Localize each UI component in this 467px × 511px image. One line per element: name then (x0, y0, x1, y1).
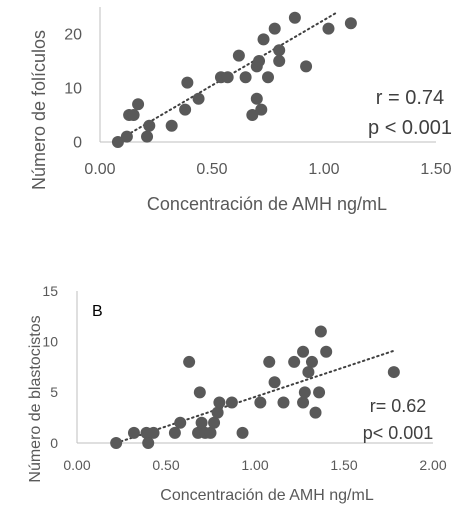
data-point (204, 426, 217, 439)
correlation-r-label: r= 0.62 (370, 396, 427, 416)
data-point (288, 355, 301, 368)
data-point (174, 416, 187, 429)
data-point (147, 426, 160, 439)
data-point (110, 437, 123, 449)
data-point (246, 109, 259, 121)
data-point (225, 396, 238, 409)
data-point (262, 71, 274, 84)
x-axis-title: Concentración de AMH ng/mL (147, 194, 387, 214)
data-point (250, 92, 263, 105)
y-tick-label: 20 (64, 27, 82, 44)
x-tick-label: 0.00 (63, 457, 90, 473)
data-point (277, 396, 290, 409)
data-point (193, 386, 206, 399)
data-point (314, 325, 327, 338)
data-point (273, 44, 286, 57)
data-point (268, 376, 281, 389)
data-point (141, 130, 154, 143)
scatter-chart-1: 0 10 20 0.00 0.50 1.00 1.50 Concentración de AM… (29, 7, 452, 214)
data-point (297, 345, 310, 358)
data-point (305, 355, 318, 368)
correlation-r-label: r = 0.74 (376, 87, 444, 109)
data-point (179, 103, 192, 116)
data-point (344, 17, 357, 30)
data-point (273, 55, 286, 67)
data-point (298, 386, 311, 399)
data-point (300, 60, 313, 73)
p-value-label: p< 0.001 (363, 423, 434, 443)
data-point (239, 71, 252, 84)
data-point (192, 92, 205, 105)
x-tick-label: 0.00 (84, 161, 115, 178)
data-point (302, 366, 315, 379)
y-tick-label: 10 (42, 334, 58, 350)
data-point (221, 71, 234, 84)
y-tick-label: 10 (64, 81, 82, 98)
data-point (268, 22, 281, 35)
x-tick-label: 1.50 (330, 457, 357, 473)
x-tick-label: 2.00 (419, 457, 446, 473)
y-tick-label: 15 (42, 283, 58, 299)
data-point (320, 345, 333, 358)
data-point (111, 136, 124, 148)
data-point (236, 426, 249, 439)
data-point (254, 396, 267, 409)
data-point (387, 366, 400, 379)
trend-line (115, 349, 395, 444)
data-point (211, 406, 224, 419)
data-point (297, 396, 310, 409)
data-point (127, 426, 140, 439)
x-tick-label: 1.50 (420, 161, 451, 178)
y-tick-label: 5 (50, 384, 58, 400)
p-value-label: p < 0.001 (368, 117, 452, 139)
data-point (208, 416, 221, 429)
data-point (181, 76, 194, 89)
scatter-chart-2: 0 5 10 15 0.00 0.50 1.00 1.50 2.00 Concentración … (27, 283, 447, 504)
x-tick-label: 1.00 (241, 457, 268, 473)
data-point (142, 437, 155, 449)
data-point (257, 33, 270, 46)
data-point (313, 386, 326, 399)
data-point (195, 416, 208, 429)
y-tick-label: 0 (50, 435, 58, 451)
data-point (263, 355, 276, 368)
panel-label: B (92, 303, 103, 320)
data-point (322, 22, 335, 35)
data-point (127, 109, 140, 121)
x-tick-label: 0.50 (196, 161, 227, 178)
y-axis-title: Número de blastocistos (27, 315, 44, 482)
x-tick-label: 1.00 (308, 161, 339, 178)
x-axis-title: Concentración de AMH ng/mL (160, 487, 374, 504)
data-point (143, 119, 156, 132)
data-point (232, 49, 245, 62)
data-point (120, 130, 133, 143)
y-tick-label: 0 (73, 135, 82, 152)
data-point (288, 11, 301, 24)
y-axis-title: Número de folículos (29, 30, 49, 190)
data-point (168, 426, 181, 439)
data-point (213, 396, 226, 409)
data-point (309, 406, 322, 419)
data-point (253, 55, 266, 67)
x-tick-label: 0.50 (152, 457, 179, 473)
data-point (132, 98, 145, 111)
data-point (183, 355, 196, 368)
data-point (165, 119, 178, 132)
data-point (255, 103, 268, 116)
